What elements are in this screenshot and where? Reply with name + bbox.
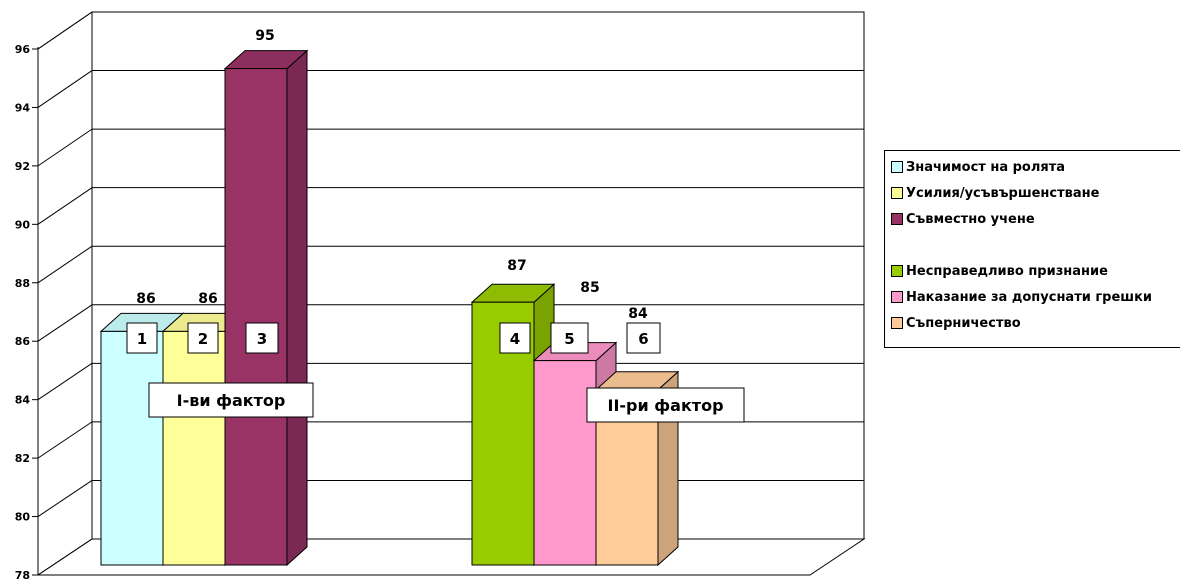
legend-item-6: Съперничество (891, 314, 1021, 332)
side-gridline (37, 128, 93, 167)
bar-value-label: 85 (580, 280, 599, 296)
bar-value-label: 86 (136, 291, 155, 307)
legend-swatch-1 (891, 161, 903, 173)
side-gridline (37, 187, 93, 225)
y-tick-label: 84 (15, 394, 31, 407)
legend-item-3: Съвместно учене (891, 210, 1035, 228)
bar-front (162, 330, 226, 566)
group-label: I-ви фактор (177, 391, 286, 410)
legend-label-5: Наказание за допуснати грешки (906, 289, 1153, 305)
side-gridline (37, 538, 93, 576)
y-tick-label: 92 (15, 160, 30, 173)
bar-number-label: 1 (137, 330, 147, 348)
y-tick-label: 78 (15, 569, 30, 580)
bar-value-label: 95 (255, 28, 274, 44)
legend-item-1: Значимост на ролята (891, 158, 1065, 176)
bar-number-label: 4 (510, 330, 520, 348)
side-gridline (37, 304, 93, 342)
legend-label-1: Значимост на ролята (906, 159, 1066, 175)
y-tick-label: 90 (15, 218, 31, 231)
legend-label-4: Несправедливо признание (906, 263, 1108, 279)
side-gridline (37, 245, 93, 284)
bar-front (533, 360, 597, 566)
y-tick-label: 88 (15, 277, 30, 290)
chart-labels: 78 80 82 84 86 88 90 92 94 96 86 86 95 87 85 84 1 2 3 4 5 6 I-… (15, 28, 745, 580)
bar-number-box (499, 322, 531, 354)
chart-legend: Значимост на ролята Усилия/усъвършенства… (884, 150, 1180, 348)
y-tick-label: 94 (15, 101, 31, 114)
bar-number-label: 6 (638, 330, 648, 348)
bar-side (286, 49, 308, 567)
side-wall-top (37, 11, 93, 50)
group-label-box (148, 382, 314, 418)
bar-value-label: 87 (507, 258, 526, 274)
bar-number-label: 2 (198, 330, 208, 348)
bar-number-box (187, 322, 219, 354)
side-gridline (37, 70, 93, 108)
legend-item-4: Несправедливо признание (891, 262, 1108, 280)
legend-swatch-5 (891, 291, 903, 303)
bar-number-box (245, 322, 279, 354)
y-tick-label: 96 (15, 43, 31, 56)
y-tick-label: 82 (15, 452, 30, 465)
legend-swatch-2 (891, 187, 903, 199)
legend-item-2: Усилия/усъвършенстване (891, 184, 1099, 202)
legend-swatch-6 (891, 317, 903, 329)
bar-front (224, 68, 288, 566)
bar-value-label: 84 (628, 306, 648, 322)
bar-front (100, 330, 164, 566)
legend-label-2: Усилия/усъвършенстване (906, 185, 1100, 201)
bar-number-box (550, 322, 589, 354)
bar-number-box (126, 322, 158, 354)
bar-number-label: 5 (564, 330, 574, 348)
side-gridline (37, 362, 93, 401)
legend-swatch-4 (891, 265, 903, 277)
legend-swatch-3 (891, 213, 903, 225)
bar-number-label: 3 (257, 330, 267, 348)
y-tick-label: 80 (15, 511, 31, 524)
bar-3 (223, 49, 309, 567)
group-label: II-ри фактор (607, 396, 723, 415)
legend-item-5: Наказание за допуснати грешки (891, 288, 1152, 306)
side-gridline (37, 480, 93, 517)
bar-value-label: 86 (198, 291, 217, 307)
group-label-box (586, 387, 745, 423)
bar-number-box (626, 322, 661, 354)
legend-label-3: Съвместно учене (906, 211, 1035, 227)
legend-label-6: Съперничество (906, 315, 1021, 331)
y-tick-label: 86 (15, 335, 31, 348)
side-gridline (37, 421, 93, 459)
